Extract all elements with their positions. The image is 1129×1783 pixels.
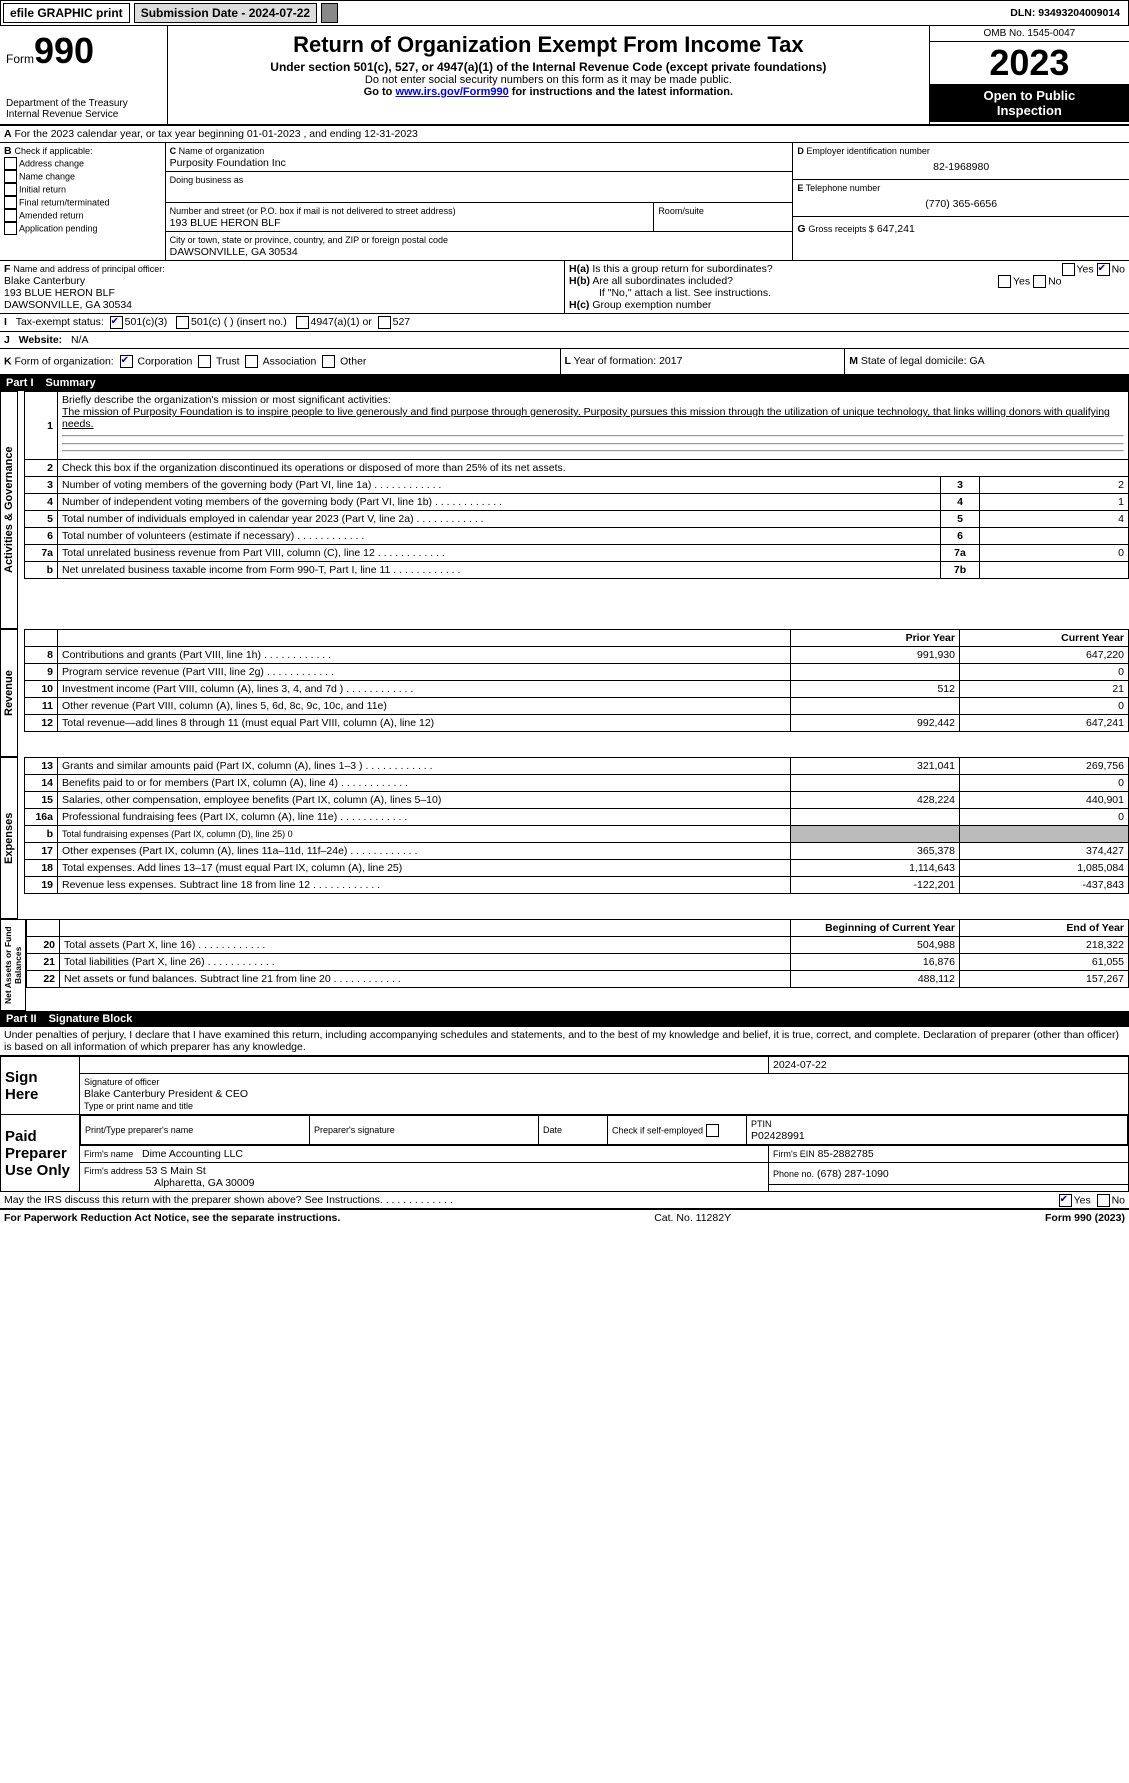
- year-formation: 2017: [659, 355, 682, 367]
- blank-btn: [321, 3, 338, 23]
- city-state-zip: DAWSONVILLE, GA 30534: [170, 246, 298, 258]
- cb-ha-yes[interactable]: [1062, 263, 1075, 276]
- form-title: Return of Organization Exempt From Incom…: [172, 32, 925, 58]
- cb-discuss-no[interactable]: [1097, 1194, 1110, 1207]
- street-address: 193 BLUE HERON BLF: [170, 217, 281, 229]
- tab-revenue: Revenue: [0, 629, 18, 757]
- discuss-line: May the IRS discuss this return with the…: [0, 1192, 1129, 1210]
- cb-app-pending[interactable]: [4, 222, 17, 235]
- form-no-footer: Form 990 (2023): [1045, 1212, 1125, 1224]
- r8c: 647,220: [960, 647, 1129, 664]
- part-1-header: Part ISummary: [0, 375, 1129, 391]
- v7b: [980, 562, 1129, 579]
- firm-ein: 85-2882785: [818, 1148, 874, 1160]
- form-word: Form: [6, 52, 34, 66]
- tax-year: 2023: [930, 42, 1129, 84]
- v5: 4: [980, 511, 1129, 528]
- subtitle-1: Under section 501(c), 527, or 4947(a)(1)…: [172, 60, 925, 74]
- sig-date: 2024-07-22: [769, 1057, 1129, 1074]
- org-name: Purposity Foundation Inc: [170, 157, 286, 169]
- ptin: P02428991: [751, 1130, 805, 1142]
- sign-here: Sign Here: [1, 1057, 80, 1115]
- mission-text: The mission of Purposity Foundation is t…: [62, 406, 1110, 430]
- cat-no: Cat. No. 11282Y: [654, 1212, 731, 1224]
- signature-table: Sign Here 2024-07-22 Signature of office…: [0, 1056, 1129, 1192]
- r8p: 991,930: [791, 647, 960, 664]
- hb-note: If "No," attach a list. See instructions…: [569, 287, 1125, 299]
- paid-preparer: Paid Preparer Use Only: [1, 1115, 80, 1192]
- line-j: J Website: N/A: [0, 332, 1129, 349]
- officer-addr2: DAWSONVILLE, GA 30534: [4, 299, 132, 311]
- ein: 82-1968980: [797, 157, 1125, 177]
- expenses-section: Expenses 13Grants and similar amounts pa…: [0, 757, 1129, 919]
- officer-sig-name: Blake Canterbury President & CEO: [84, 1088, 248, 1100]
- gross-receipts: 647,241: [877, 223, 915, 235]
- v3: 2: [980, 477, 1129, 494]
- cb-discuss-yes[interactable]: [1059, 1194, 1072, 1207]
- cb-amended[interactable]: [4, 209, 17, 222]
- line-i: I Tax-exempt status: 501(c)(3) 501(c) ( …: [0, 314, 1129, 332]
- firm-phone: (678) 287-1090: [817, 1168, 889, 1180]
- declaration: Under penalties of perjury, I declare th…: [0, 1027, 1129, 1056]
- website: N/A: [71, 334, 89, 346]
- cb-501c[interactable]: [176, 316, 189, 329]
- tab-expenses: Expenses: [0, 757, 18, 919]
- cb-527[interactable]: [378, 316, 391, 329]
- cb-other[interactable]: [322, 355, 335, 368]
- efile-btn[interactable]: efile GRAPHIC print: [3, 3, 130, 23]
- cb-hb-no[interactable]: [1033, 275, 1046, 288]
- cb-final-return[interactable]: [4, 196, 17, 209]
- v7a: 0: [980, 545, 1129, 562]
- line-a: A For the 2023 calendar year, or tax yea…: [0, 126, 1129, 143]
- subtitle-3: Go to www.irs.gov/Form990 for instructio…: [172, 86, 925, 98]
- cb-ha-no[interactable]: [1097, 263, 1110, 276]
- top-toolbar: efile GRAPHIC print Submission Date - 20…: [0, 0, 1129, 26]
- cb-assoc[interactable]: [245, 355, 258, 368]
- firm-name: Dime Accounting LLC: [142, 1148, 243, 1160]
- cb-name-change[interactable]: [4, 170, 17, 183]
- cb-initial-return[interactable]: [4, 183, 17, 196]
- cb-4947[interactable]: [296, 316, 309, 329]
- dln: DLN: 93493204009014: [1002, 5, 1128, 21]
- activities-governance: Activities & Governance 1Briefly describ…: [0, 391, 1129, 629]
- form-990: 990: [34, 30, 94, 71]
- open-inspection: Open to PublicInspection: [930, 84, 1129, 122]
- footer: For Paperwork Reduction Act Notice, see …: [0, 1210, 1129, 1226]
- cb-trust[interactable]: [198, 355, 211, 368]
- subtitle-2: Do not enter social security numbers on …: [172, 74, 925, 86]
- netassets-section: Net Assets or Fund Balances Beginning of…: [0, 919, 1129, 1011]
- v6: [980, 528, 1129, 545]
- tab-activities: Activities & Governance: [0, 391, 18, 629]
- omb-number: OMB No. 1545-0047: [930, 26, 1129, 42]
- cb-corp[interactable]: [120, 355, 133, 368]
- officer-h-block: F Name and address of principal officer:…: [0, 261, 1129, 314]
- revenue-section: Revenue Prior YearCurrent Year 8Contribu…: [0, 629, 1129, 757]
- form-header: Form990 Department of the Treasury Inter…: [0, 26, 1129, 126]
- submission-date: Submission Date - 2024-07-22: [134, 3, 317, 23]
- part-2-header: Part IISignature Block: [0, 1011, 1129, 1027]
- cb-address-change[interactable]: [4, 157, 17, 170]
- officer-name: Blake Canterbury: [4, 275, 85, 287]
- cb-hb-yes[interactable]: [998, 275, 1011, 288]
- cb-self-employed[interactable]: [706, 1124, 719, 1137]
- telephone: (770) 365-6656: [797, 194, 1125, 214]
- irs: Internal Revenue Service: [6, 109, 161, 120]
- state-domicile: GA: [970, 355, 985, 367]
- entity-block: B Check if applicable: Address change Na…: [0, 143, 1129, 261]
- firm-addr1: 53 S Main St: [146, 1165, 206, 1177]
- officer-addr1: 193 BLUE HERON BLF: [4, 287, 115, 299]
- tab-netassets: Net Assets or Fund Balances: [0, 919, 26, 1011]
- irs-link[interactable]: www.irs.gov/Form990: [395, 86, 508, 98]
- line-k-l-m: K Form of organization: Corporation Trus…: [0, 349, 1129, 375]
- dept-treasury: Department of the Treasury: [6, 98, 161, 109]
- v4: 1: [980, 494, 1129, 511]
- firm-addr2: Alpharetta, GA 30009: [84, 1177, 254, 1189]
- cb-501c3[interactable]: [110, 316, 123, 329]
